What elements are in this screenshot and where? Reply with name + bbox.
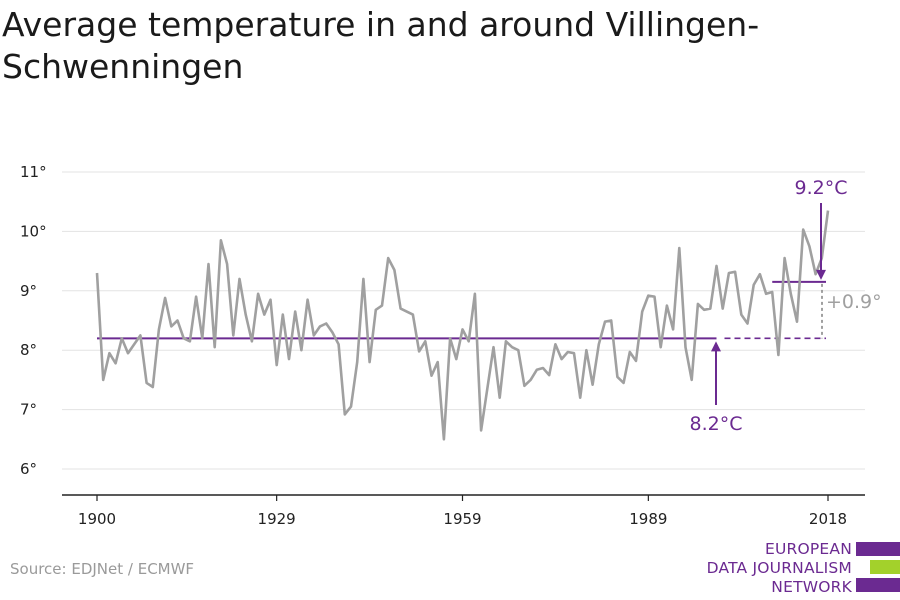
logo-line-1: EUROPEAN — [764, 540, 852, 558]
x-tick-label-1900: 1900 — [78, 510, 116, 528]
edjnet-logo[interactable]: EUROPEAN DATA JOURNALISM NETWORK — [660, 538, 900, 600]
series-layer — [95, 210, 830, 441]
temperature-series-line — [95, 210, 830, 441]
x-tick-label-1929: 1929 — [258, 510, 296, 528]
logo-line-2: DATA JOURNALISM — [706, 559, 852, 577]
y-tick-label-11: 11° — [20, 163, 47, 181]
arrow-baseline-head — [711, 341, 721, 352]
x-tick-label-1989: 1989 — [629, 510, 667, 528]
y-tick-label-9: 9° — [20, 282, 37, 300]
y-tick-label-10: 10° — [20, 222, 47, 240]
gridlines — [62, 171, 865, 470]
x-tick-label-2018: 2018 — [809, 510, 847, 528]
logo-bar-purple-top — [856, 542, 900, 556]
x-axis: 1900 1929 1959 1989 2018 — [62, 494, 865, 528]
y-tick-label-6: 6° — [20, 460, 37, 478]
source-note: Source: EDJNet / ECMWF — [10, 560, 195, 578]
logo-bar-green — [870, 560, 900, 574]
annotation-recent-average: 9.2°C — [795, 177, 848, 199]
annotation-difference: +0.9° — [826, 291, 882, 313]
annotations: 9.2°C 8.2°C +0.9° — [690, 177, 882, 435]
arrow-recent-head — [816, 269, 826, 280]
logo-bar-purple-bottom — [856, 578, 900, 592]
annotation-baseline-average: 8.2°C — [690, 413, 743, 435]
y-tick-label-7: 7° — [20, 401, 37, 419]
chart-title: Average temperature in and around Villin… — [2, 5, 760, 86]
y-tick-label-8: 8° — [20, 341, 37, 359]
logo-line-3: NETWORK — [771, 578, 852, 596]
y-axis-tick-labels: 6° 7° 8° 9° 10° 11° — [20, 163, 47, 478]
x-tick-label-1959: 1959 — [443, 510, 481, 528]
